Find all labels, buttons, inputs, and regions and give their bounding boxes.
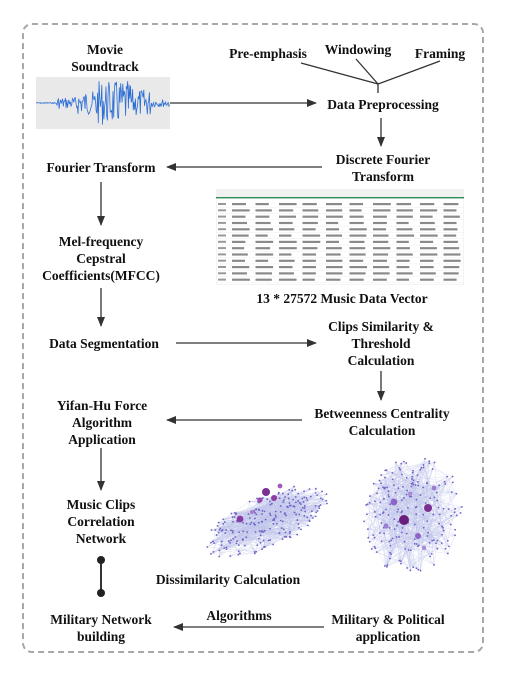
music-data-table-image	[216, 189, 464, 285]
node-yifan-hu: Yifan-Hu Force Algorithm Application	[56, 398, 148, 447]
node-mfcc: Mel-frequency Cepstral Coefficients(MFCC…	[42, 234, 160, 283]
connector-dot-bottom	[97, 589, 105, 597]
node-dissimilarity-calculation: Dissimilarity Calculation	[155, 572, 301, 587]
line-framing	[377, 60, 441, 85]
node-windowing: Windowing	[324, 42, 392, 57]
node-music-data-vector: 13 * 27572 Music Data Vector	[256, 291, 428, 306]
node-clips-similarity: Clips Similarity & Threshold Calculation	[328, 319, 434, 368]
node-betweenness-centrality: Betweenness Centrality Calculation	[314, 406, 450, 438]
node-discrete-fourier-transform: Discrete Fourier Transform	[335, 152, 431, 184]
node-data-preprocessing: Data Preprocessing	[327, 97, 439, 112]
node-fourier-transform: Fourier Transform	[46, 160, 156, 175]
line-preemphasis	[300, 62, 379, 85]
node-movie-soundtrack: Movie Soundtrack	[71, 42, 139, 74]
node-data-segmentation: Data Segmentation	[49, 336, 159, 351]
network-graph-image-left	[206, 483, 328, 558]
audio-waveform-image	[35, 77, 171, 129]
node-music-clips-correlation: Music Clips Correlation Network	[66, 497, 136, 546]
network-graph-image-right	[363, 457, 463, 572]
connector-dot-top	[97, 556, 105, 564]
node-framing: Framing	[414, 46, 466, 61]
node-military-network-building: Military Network building	[50, 612, 152, 644]
node-military-political-application: Military & Political application	[331, 612, 445, 644]
dashed-frame	[22, 23, 484, 653]
line-windowing	[355, 58, 379, 85]
node-algorithms: Algorithms	[206, 608, 272, 623]
node-pre-emphasis: Pre-emphasis	[229, 46, 307, 61]
